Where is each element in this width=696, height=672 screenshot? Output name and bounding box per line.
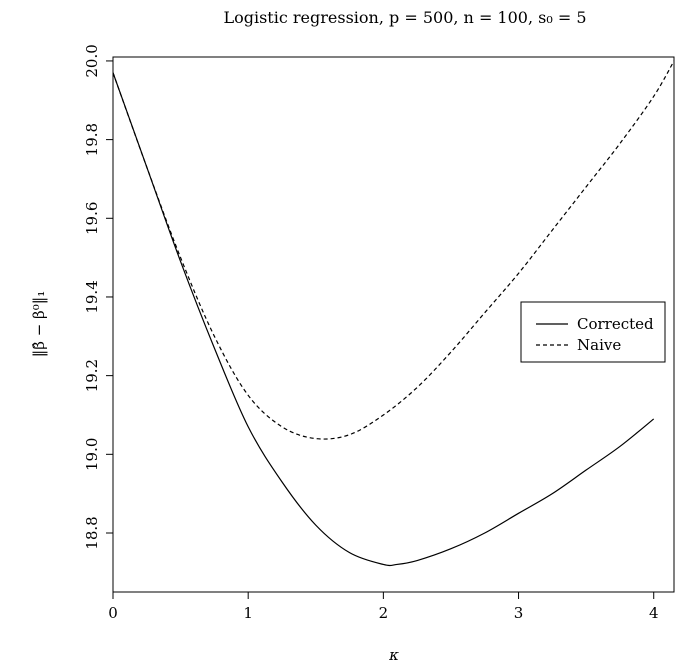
x-tick-label: 1 [243,604,253,622]
y-axis-label: ‖β̂ − β⁰‖₁ [30,291,48,357]
legend-box [520,301,666,363]
y-tick-label: 19.4 [83,280,101,313]
legend-label-naive: Naive [577,336,621,354]
chart-title: Logistic regression, p = 500, n = 100, s… [223,8,586,27]
plot-area [112,56,675,593]
x-tick-label: 4 [649,604,659,622]
x-axis: 0 1 2 3 4 [108,592,658,622]
x-tick-label: 3 [514,604,524,622]
y-tick-label: 19.8 [83,123,101,156]
x-tick-label: 2 [379,604,389,622]
y-tick-label: 19.2 [83,359,101,392]
series-line-corrected [112,72,655,567]
x-tick-label: 0 [108,604,118,622]
series-line-naive [112,60,675,440]
y-tick-label: 19.0 [83,438,101,471]
series-layer [112,60,675,567]
legend: Corrected Naive [520,301,666,363]
x-axis-label: κ [388,646,399,664]
y-tick-label: 18.8 [83,516,101,549]
y-tick-label: 19.6 [83,202,101,235]
y-tick-label: 20.0 [83,44,101,77]
legend-label-corrected: Corrected [577,315,654,333]
y-axis: 18.8 19.0 19.2 19.4 19.6 19.8 20.0 [83,44,113,550]
